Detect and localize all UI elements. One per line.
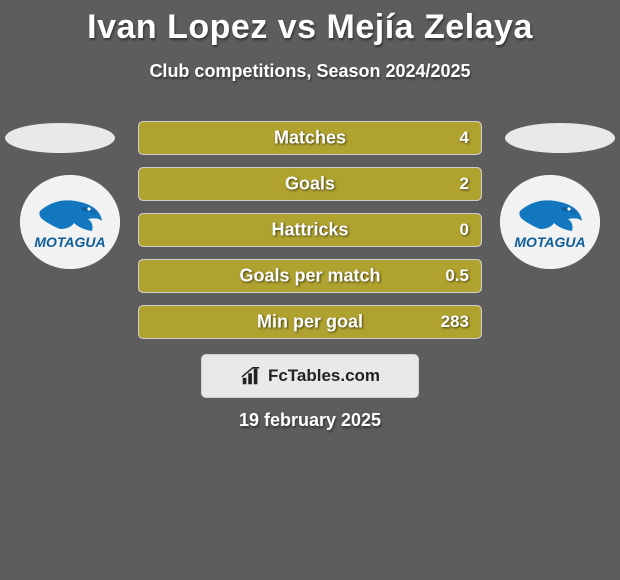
page-subtitle: Club competitions, Season 2024/2025 (0, 61, 620, 82)
stat-label: Hattricks (271, 220, 348, 241)
stat-value: 0.5 (445, 266, 469, 286)
stat-value: 283 (441, 312, 469, 332)
page-title: Ivan Lopez vs Mejía Zelaya (0, 0, 620, 47)
stat-row-goals: Goals 2 (138, 167, 482, 201)
stat-label: Min per goal (257, 312, 363, 333)
brand-box[interactable]: FcTables.com (201, 354, 419, 398)
stat-value: 2 (460, 174, 469, 194)
stat-row-hattricks: Hattricks 0 (138, 213, 482, 247)
stat-value: 0 (460, 220, 469, 240)
date-text: 19 february 2025 (0, 410, 620, 431)
brand-text: FcTables.com (268, 366, 380, 386)
stat-label: Goals (285, 174, 335, 195)
stat-row-matches: Matches 4 (138, 121, 482, 155)
stat-label: Matches (274, 128, 346, 149)
player-head-right (505, 123, 615, 153)
player-head-left (5, 123, 115, 153)
club-badge-left: MOTAGUA (20, 175, 120, 269)
stat-value: 4 (460, 128, 469, 148)
stat-bars: Matches 4 Goals 2 Hattricks 0 Goals per … (138, 121, 482, 351)
club-name-left: MOTAGUA (34, 234, 105, 250)
club-badge-right: MOTAGUA (500, 175, 600, 269)
stat-row-goals-per-match: Goals per match 0.5 (138, 259, 482, 293)
stat-row-min-per-goal: Min per goal 283 (138, 305, 482, 339)
club-name-right: MOTAGUA (514, 234, 585, 250)
eagle-icon: MOTAGUA (20, 175, 120, 269)
eagle-icon: MOTAGUA (500, 175, 600, 269)
bar-chart-icon (240, 365, 262, 387)
stat-label: Goals per match (239, 266, 380, 287)
